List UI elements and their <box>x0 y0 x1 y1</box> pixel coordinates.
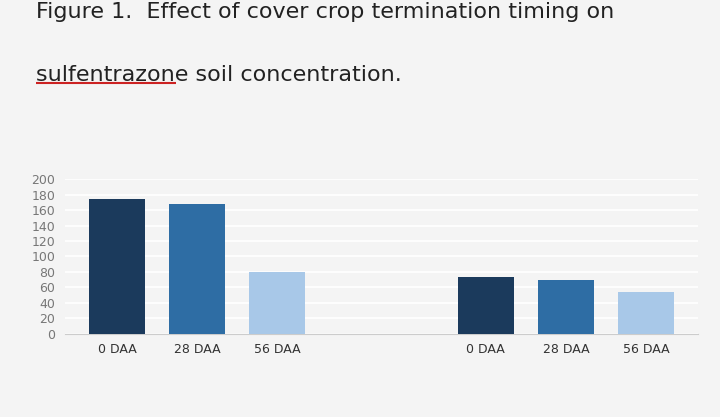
Bar <box>89 198 145 334</box>
Text: Figure 1.  Effect of cover crop termination timing on: Figure 1. Effect of cover crop terminati… <box>36 2 614 22</box>
Bar <box>169 204 225 334</box>
Bar <box>538 280 594 334</box>
Bar <box>458 276 514 334</box>
Text: sulfentrazone soil concentration.: sulfentrazone soil concentration. <box>36 65 402 85</box>
Bar <box>249 272 305 334</box>
Bar <box>618 292 675 334</box>
